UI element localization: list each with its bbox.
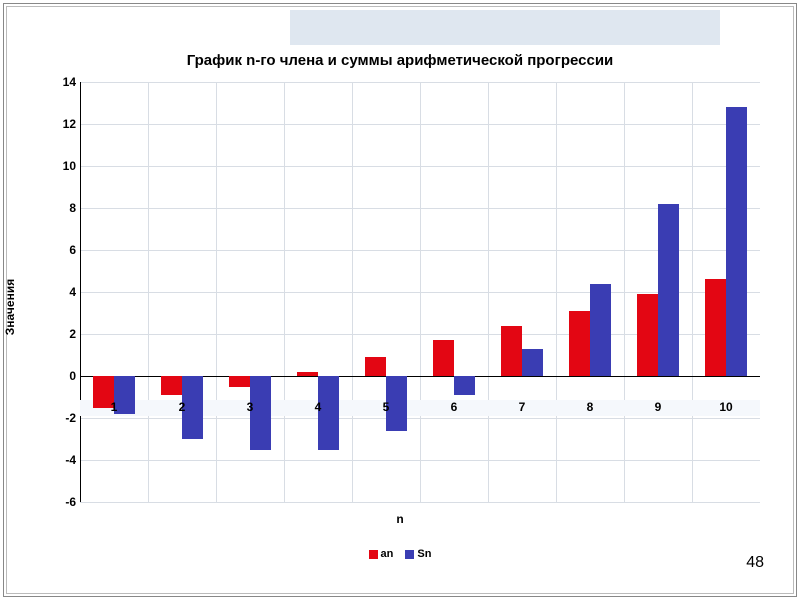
y-tick-label: -4: [46, 453, 76, 467]
y-tick-label: 14: [46, 75, 76, 89]
chart-title: График n-го члена и суммы арифметической…: [0, 52, 800, 69]
legend-label: an: [381, 548, 394, 560]
y-tick-label: -2: [46, 411, 76, 425]
y-tick-label: 0: [46, 369, 76, 383]
grid-line-v: [488, 82, 489, 502]
legend: an Sn: [0, 548, 800, 560]
bar-an: [433, 340, 454, 376]
x-tick-label: 6: [451, 400, 458, 414]
decorative-top-band: [290, 10, 720, 45]
grid-line-v: [556, 82, 557, 502]
y-tick-label: 6: [46, 243, 76, 257]
legend-swatch: [405, 550, 414, 559]
grid-line-v: [284, 82, 285, 502]
bar-Sn: [658, 204, 679, 376]
y-axis-label: Значения: [3, 279, 17, 335]
x-tick-label: 2: [179, 400, 186, 414]
legend-item: Sn: [405, 548, 431, 560]
bar-an: [297, 372, 318, 376]
grid-line-v: [624, 82, 625, 502]
y-tick-label: 2: [46, 327, 76, 341]
x-tick-label: 8: [587, 400, 594, 414]
y-tick-label: 4: [46, 285, 76, 299]
bar-an: [569, 311, 590, 376]
plot-area: -6-4-20246810121412345678910: [80, 82, 760, 502]
y-tick-label: -6: [46, 495, 76, 509]
x-axis-label: n: [396, 512, 403, 526]
y-tick-label: 12: [46, 117, 76, 131]
bar-Sn: [590, 284, 611, 376]
bar-an: [501, 326, 522, 376]
chart-container: -6-4-20246810121412345678910 Значения n: [30, 72, 770, 542]
grid-line-v: [148, 82, 149, 502]
bar-an: [229, 376, 250, 387]
grid-line-v: [216, 82, 217, 502]
bar-an: [365, 357, 386, 376]
y-tick-label: 8: [46, 201, 76, 215]
bar-Sn: [522, 349, 543, 376]
bar-an: [161, 376, 182, 395]
x-tick-label: 7: [519, 400, 526, 414]
x-tick-label: 3: [247, 400, 254, 414]
grid-line-h: [80, 502, 760, 503]
bar-Sn: [454, 376, 475, 395]
x-tick-label: 4: [315, 400, 322, 414]
grid-line-v: [420, 82, 421, 502]
legend-swatch: [369, 550, 378, 559]
legend-item: an: [369, 548, 394, 560]
y-tick-label: 10: [46, 159, 76, 173]
bar-Sn: [726, 107, 747, 376]
x-tick-label: 1: [111, 400, 118, 414]
x-tick-label: 9: [655, 400, 662, 414]
page-number: 48: [746, 554, 764, 572]
bar-an: [637, 294, 658, 376]
grid-line-v: [692, 82, 693, 502]
legend-label: Sn: [417, 548, 431, 560]
bar-an: [705, 279, 726, 376]
page: График n-го члена и суммы арифметической…: [0, 0, 800, 600]
x-tick-label: 10: [719, 400, 732, 414]
x-tick-label: 5: [383, 400, 390, 414]
y-axis-line: [80, 82, 81, 502]
grid-line-v: [352, 82, 353, 502]
